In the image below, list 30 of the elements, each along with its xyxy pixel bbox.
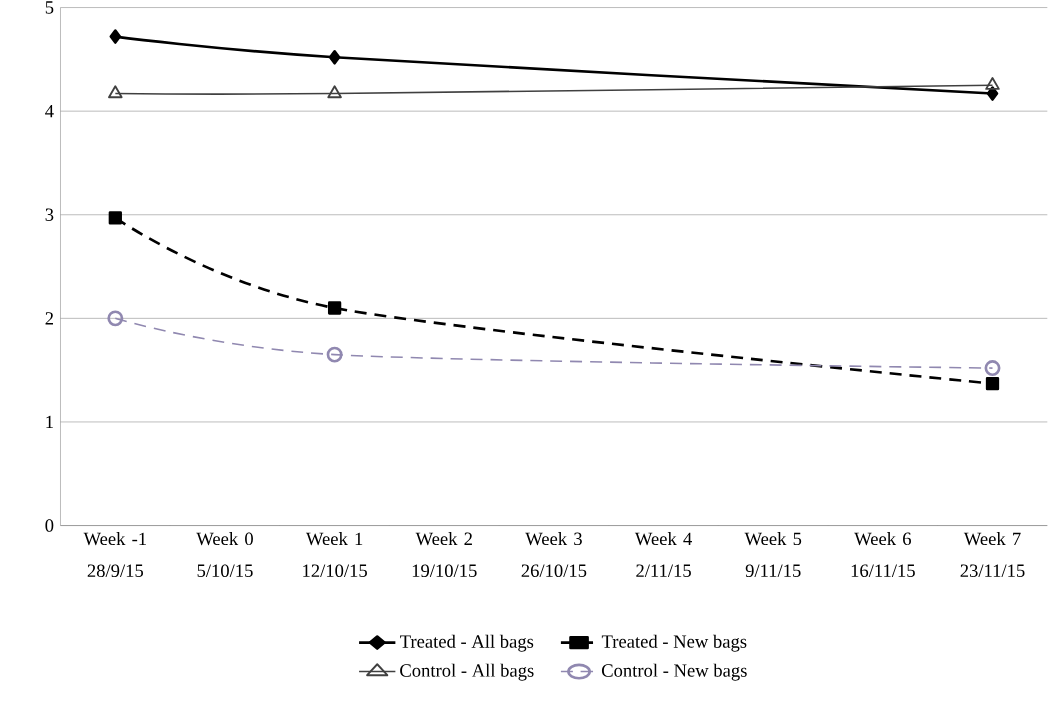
x-tick-label: Week 3 26/10/15 bbox=[521, 531, 587, 577]
point bbox=[985, 76, 1000, 90]
y-tick-label: 1 bbox=[46, 415, 53, 428]
x-tick-label: Week 0 5/10/15 bbox=[196, 531, 253, 577]
x-tick-label: Week 5 9/11/15 bbox=[744, 531, 802, 577]
x-tick-label: Week 4 2/11/15 bbox=[634, 531, 692, 577]
legend-label: Control - New bags bbox=[601, 663, 747, 681]
point bbox=[328, 49, 341, 65]
x-tick-label: Week -1 28/9/15 bbox=[83, 531, 147, 577]
point bbox=[108, 211, 122, 225]
point bbox=[109, 29, 122, 44]
legend-label: Treated - New bags bbox=[601, 634, 747, 652]
point bbox=[327, 301, 342, 315]
legend-label: Control - All bags bbox=[400, 663, 534, 681]
x-tick-label: Week 1 12/10/15 bbox=[303, 531, 367, 577]
point bbox=[985, 376, 1000, 391]
y-tick-label: 2 bbox=[45, 312, 53, 325]
y-tick-label: 5 bbox=[45, 1, 54, 14]
x-tick-label: Week 2 19/10/15 bbox=[412, 531, 477, 577]
point bbox=[108, 85, 123, 98]
x-tick-label: Week 7 23/11/15 bbox=[960, 531, 1025, 577]
point bbox=[984, 359, 1001, 376]
y-tick-label: 0 bbox=[45, 519, 54, 532]
y-tick-label: 3 bbox=[45, 208, 54, 221]
x-tick-label: Week 6 16/11/15 bbox=[851, 531, 915, 577]
point bbox=[327, 85, 342, 98]
point bbox=[107, 310, 124, 327]
point bbox=[326, 346, 343, 363]
legend-label: Treated - All bags bbox=[400, 634, 534, 652]
y-tick-label: 4 bbox=[45, 104, 54, 118]
